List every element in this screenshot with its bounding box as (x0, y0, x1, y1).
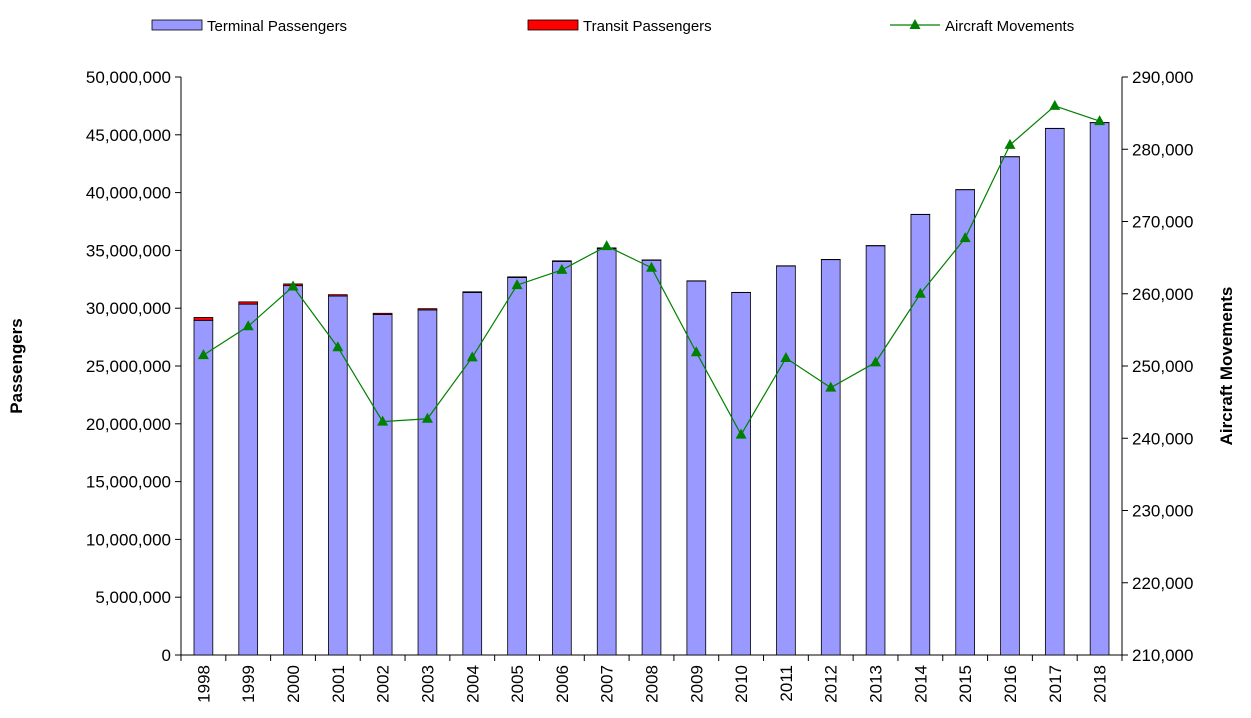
bar (911, 215, 930, 655)
y-tick-label: 20,000,000 (86, 415, 171, 434)
y2-tick-label: 260,000 (1132, 285, 1193, 304)
bar (866, 246, 885, 655)
y-tick-label: 10,000,000 (86, 530, 171, 549)
y2-tick-label: 250,000 (1132, 357, 1193, 376)
y-axis-title: Passengers (7, 318, 26, 413)
bar (463, 292, 482, 293)
marker (1004, 139, 1015, 149)
y-tick-label: 50,000,000 (86, 68, 171, 87)
y-tick-label: 35,000,000 (86, 241, 171, 260)
x-tick-label: 2001 (329, 665, 348, 703)
legend-label: Transit Passengers (583, 18, 712, 35)
x-tick-label: 1999 (239, 665, 258, 703)
y-tick-label: 15,000,000 (86, 473, 171, 492)
y2-tick-label: 240,000 (1132, 429, 1193, 448)
x-tick-label: 2006 (553, 665, 572, 703)
x-tick-label: 2009 (687, 665, 706, 703)
legend-label: Terminal Passengers (207, 18, 347, 35)
x-tick-label: 2013 (867, 665, 886, 703)
bar (687, 281, 706, 655)
bar (956, 190, 975, 655)
y-tick-label: 5,000,000 (95, 588, 171, 607)
x-tick-label: 2018 (1091, 665, 1110, 703)
bar (777, 266, 796, 655)
bar (328, 295, 347, 296)
y2-axis-title: Aircraft Movements (1217, 287, 1236, 446)
x-tick-label: 2003 (418, 665, 437, 703)
legend-swatch (152, 20, 202, 30)
y-tick-label: 30,000,000 (86, 299, 171, 318)
x-tick-label: 1998 (194, 665, 213, 703)
bar (597, 249, 616, 655)
bar (821, 260, 840, 655)
x-tick-label: 2005 (508, 665, 527, 703)
y2-tick-label: 230,000 (1132, 502, 1193, 521)
y2-tick-label: 220,000 (1132, 574, 1193, 593)
bar (239, 304, 258, 655)
x-tick-label: 2008 (643, 665, 662, 703)
x-tick-label: 2000 (284, 665, 303, 703)
bar (239, 302, 258, 304)
x-tick-label: 2012 (822, 665, 841, 703)
bar (552, 261, 571, 655)
x-tick-label: 2007 (598, 665, 617, 703)
bar (1090, 123, 1109, 655)
y2-tick-label: 210,000 (1132, 646, 1193, 665)
bar (1045, 128, 1064, 655)
x-tick-label: 2016 (1001, 665, 1020, 703)
y2-tick-label: 280,000 (1132, 140, 1193, 159)
bar (373, 313, 392, 314)
y2-tick-label: 270,000 (1132, 213, 1193, 232)
bar (508, 277, 527, 278)
legend-label: Aircraft Movements (945, 18, 1074, 35)
bar (1001, 157, 1020, 655)
y-tick-label: 0 (162, 646, 171, 665)
legend-marker (910, 19, 921, 29)
bar (194, 317, 213, 320)
bar (418, 309, 437, 310)
bar (373, 315, 392, 655)
x-tick-label: 2017 (1046, 665, 1065, 703)
y-tick-label: 40,000,000 (86, 184, 171, 203)
marker (1049, 100, 1060, 110)
bar (732, 293, 751, 655)
marker (601, 240, 612, 250)
x-tick-label: 2014 (911, 665, 930, 703)
bar (552, 261, 571, 262)
bar (508, 278, 527, 655)
x-tick-label: 2015 (956, 665, 975, 703)
bar (642, 260, 661, 655)
y-tick-label: 25,000,000 (86, 357, 171, 376)
y2-tick-label: 290,000 (1132, 68, 1193, 87)
legend-swatch (528, 20, 578, 30)
x-tick-label: 2004 (463, 665, 482, 703)
x-tick-label: 2011 (777, 665, 796, 702)
bar (194, 320, 213, 655)
bar (418, 310, 437, 655)
x-tick-label: 2002 (374, 665, 393, 703)
x-tick-label: 2010 (732, 665, 751, 703)
y-tick-label: 45,000,000 (86, 126, 171, 145)
bar (284, 286, 303, 655)
